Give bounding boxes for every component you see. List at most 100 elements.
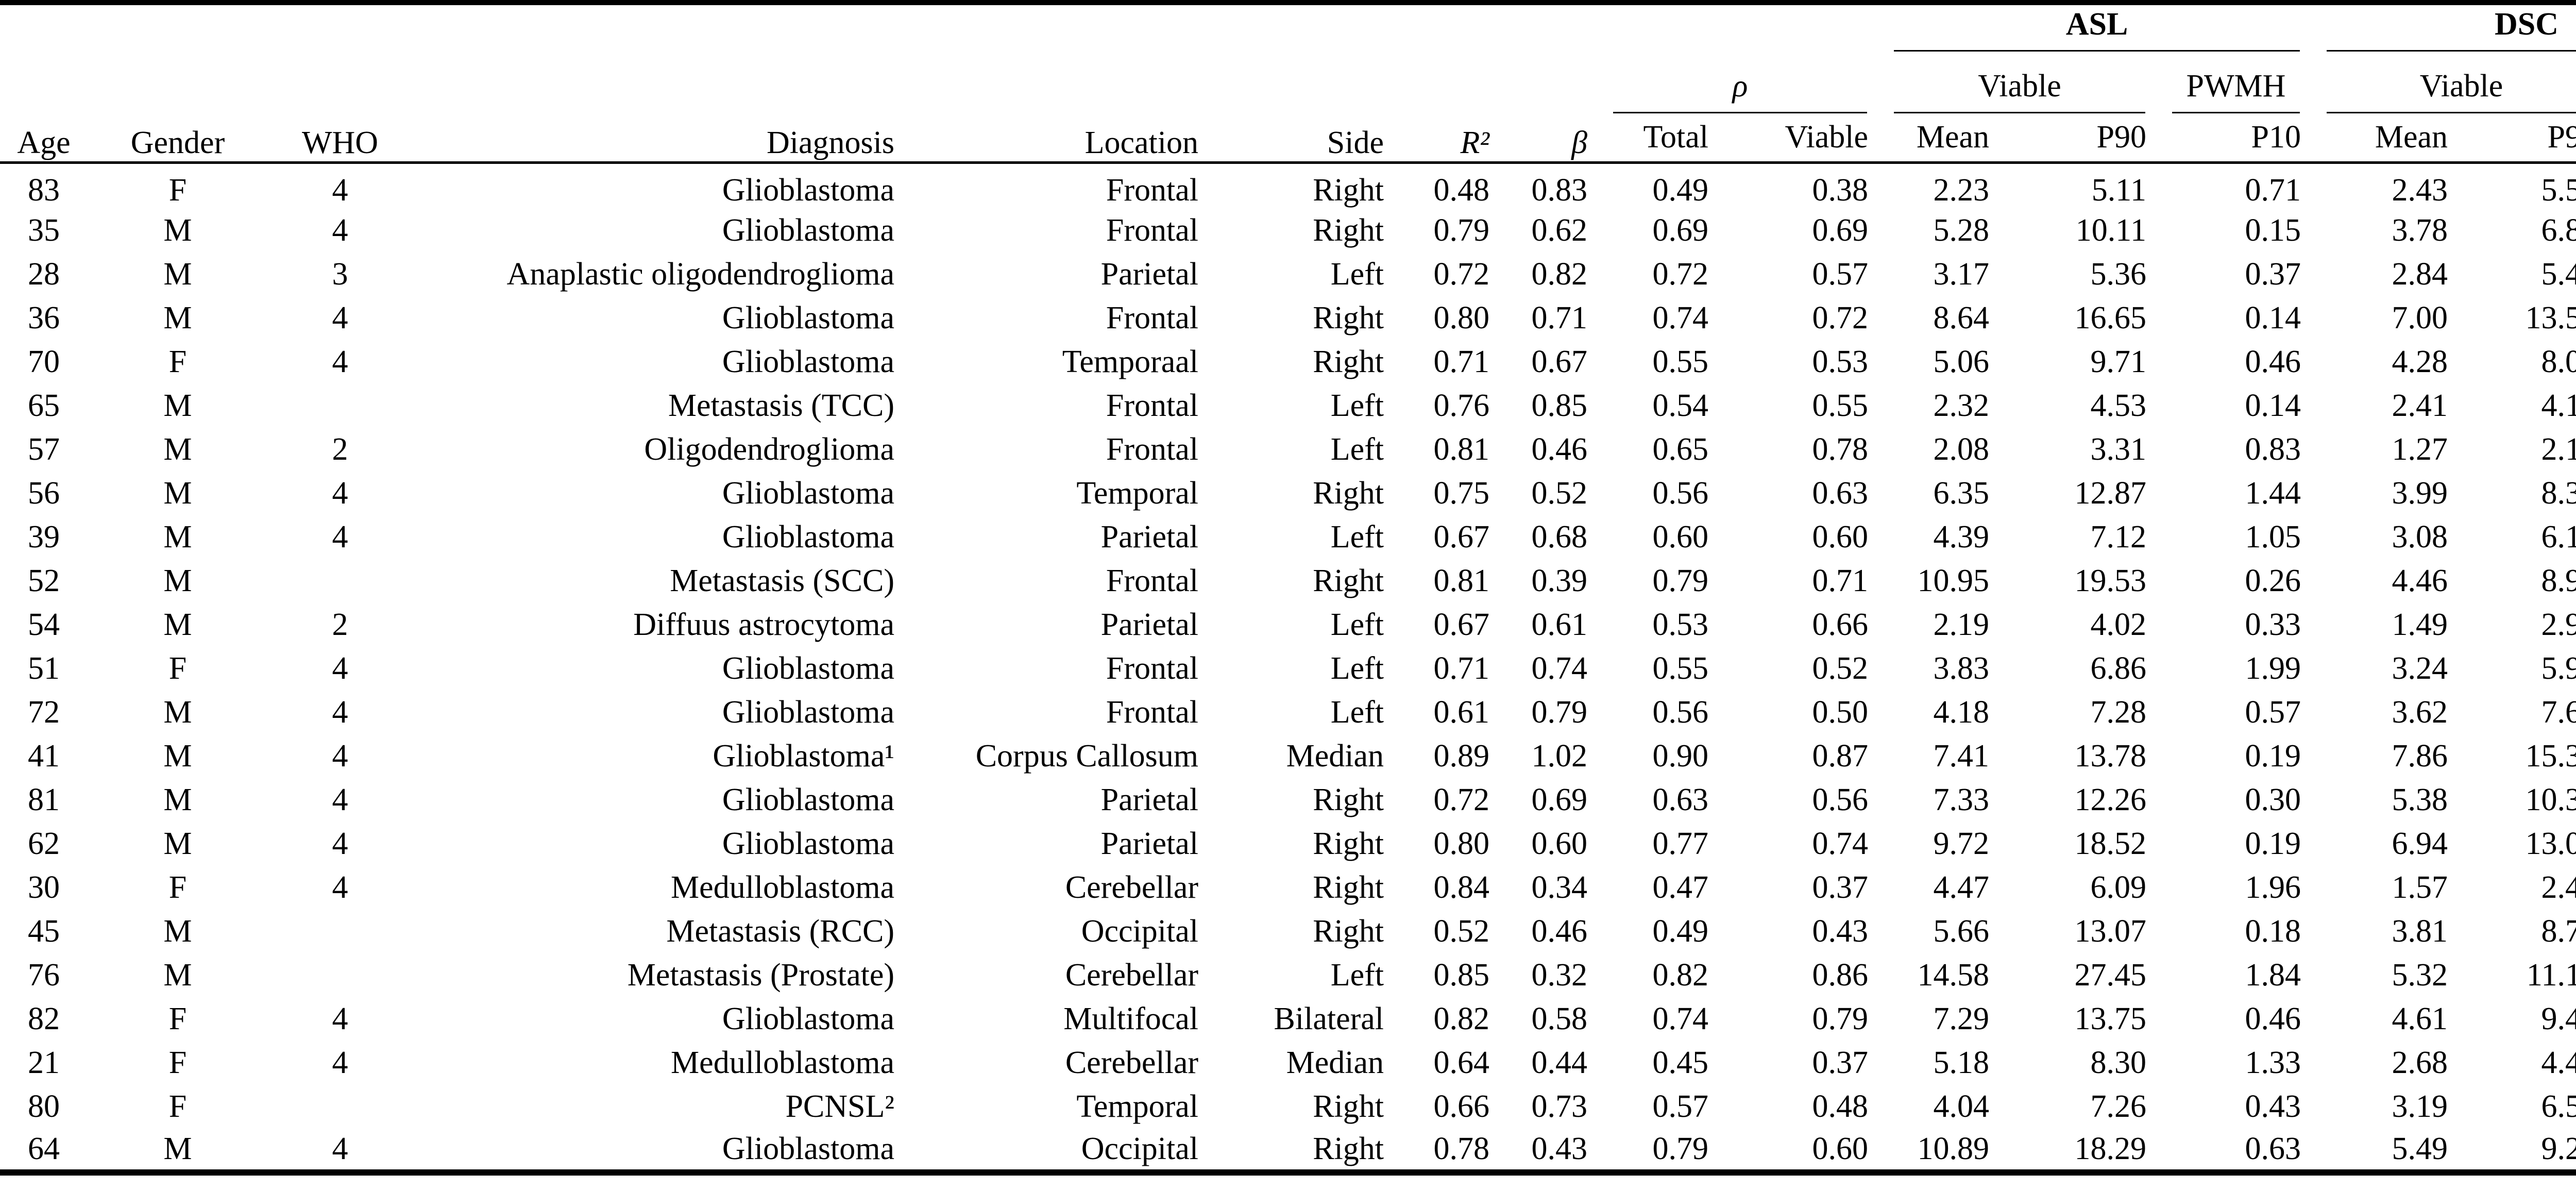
cell-diagnosis: Metastasis (SCC) [670,563,894,598]
cell-rho-viable: 0.56 [1812,782,1869,817]
cell-gender: F [168,1088,187,1124]
cell-age: 41 [28,738,60,774]
table-row: 41 M 4 Glioblastoma¹ Corpus Callosum Median 0.… [0,734,2576,778]
table-row: 56 M 4 Glioblastoma Temporal Right 0.75 0.52 0.5… [0,472,2576,515]
cell-side: Right [1313,300,1384,336]
cell-rho-total: 0.56 [1652,475,1709,511]
cell-gender: M [163,300,192,336]
cell-rho-total: 0.55 [1652,650,1709,686]
cell-side: Right [1313,1131,1384,1166]
cell-gender: M [163,388,192,423]
col-header-rho-viable: Viable [1721,113,1880,164]
cell-age: 65 [28,388,60,423]
cell-dsc-mean: 3.24 [2392,650,2448,686]
cell-asl-p10: 1.44 [2245,475,2301,511]
cell-who: 4 [332,782,348,817]
cell-dsc-mean: 2.43 [2392,172,2448,208]
cell-rho-total: 0.60 [1652,519,1709,555]
cell-asl-p10: 0.83 [2245,431,2301,467]
cell-location: Temporaal [1062,344,1198,379]
cell-side: Right [1313,869,1384,905]
table-row: 57 M 2 Oligodendroglioma Frontal Left 0.81 0.46… [0,428,2576,472]
cell-dsc-mean: 5.38 [2392,782,2448,817]
cell-beta: 0.83 [1531,172,1588,208]
cell-gender: F [168,1045,187,1080]
cell-r2: 0.61 [1433,694,1490,730]
cell-side: Left [1330,431,1384,467]
cell-dsc-p90: 6.14 [2541,519,2576,555]
cell-age: 51 [28,650,60,686]
cell-asl-mean: 2.23 [1933,172,1990,208]
cell-side: Right [1313,782,1384,817]
cell-diagnosis: Glioblastoma [722,826,894,861]
cell-age: 72 [28,694,60,730]
col-header-gender: Gender [88,52,268,164]
cell-rho-viable: 0.72 [1812,300,1869,336]
cell-rho-total: 0.55 [1652,344,1709,379]
cell-age: 64 [28,1131,60,1166]
cell-location: Parietal [1100,256,1198,292]
cell-location: Frontal [1106,563,1198,598]
cell-asl-mean: 5.28 [1933,212,1990,248]
cell-r2: 0.66 [1433,1088,1490,1124]
cell-side: Median [1286,1045,1384,1080]
cell-asl-mean: 3.83 [1933,650,1990,686]
cell-r2: 0.81 [1433,431,1490,467]
cell-age: 30 [28,869,60,905]
cell-asl-p10: 0.33 [2245,607,2301,642]
cell-side: Right [1313,212,1384,248]
table-row: 21 F 4 Medulloblastoma Cerebellar Median 0.64 0… [0,1041,2576,1085]
cell-who: 4 [332,1001,348,1036]
cell-rho-total: 0.69 [1652,212,1709,248]
cell-age: 35 [28,212,60,248]
dsc-group-cell: DSC [2313,3,2576,52]
col-header-who: WHO [268,52,412,164]
cell-beta: 0.46 [1531,913,1588,949]
cell-rho-total: 0.63 [1652,782,1709,817]
cell-asl-p10: 0.14 [2245,300,2301,336]
cell-location: Temporal [1076,475,1198,511]
cell-rho-viable: 0.57 [1812,256,1869,292]
table-row: 28 M 3 Anaplastic oligodendroglioma Parietal… [0,253,2576,296]
cell-who: 4 [332,650,348,686]
cell-side: Left [1330,650,1384,686]
cell-asl-p10: 1.33 [2245,1045,2301,1080]
cell-age: 80 [28,1088,60,1124]
cell-asl-mean: 14.58 [1917,957,1990,993]
col-header-location: Location [907,52,1211,164]
cell-rho-viable: 0.48 [1812,1088,1869,1124]
cell-who: 2 [332,431,348,467]
cell-rho-viable: 0.69 [1812,212,1869,248]
cell-r2: 0.78 [1433,1131,1490,1166]
asl-pwmh-group-cell: PWMH [2159,52,2313,113]
cell-r2: 0.79 [1433,212,1490,248]
cell-side: Right [1313,913,1384,949]
cell-asl-p10: 0.18 [2245,913,2301,949]
cell-asl-p90: 5.36 [2090,256,2147,292]
cell-dsc-mean: 3.19 [2392,1088,2448,1124]
col-header-asl-p90: P90 [2002,113,2159,164]
cell-age: 54 [28,607,60,642]
cell-asl-mean: 10.89 [1917,1131,1990,1166]
cell-location: Frontal [1106,431,1198,467]
cell-asl-p90: 6.86 [2090,650,2147,686]
table-row: 30 F 4 Medulloblastoma Cerebellar Right 0.84 0.… [0,866,2576,910]
cell-rho-viable: 0.52 [1812,650,1869,686]
cell-asl-p10: 0.26 [2245,563,2301,598]
cell-diagnosis: Diffuus astrocytoma [633,607,894,642]
cell-location: Frontal [1106,388,1198,423]
cell-who [268,1085,412,1129]
cell-dsc-p90: 9.22 [2541,1131,2576,1166]
cell-rho-viable: 0.60 [1812,519,1869,555]
col-header-age: Age [0,52,88,164]
dsc-viable-group-cell: Viable [2313,52,2576,113]
cell-beta: 0.69 [1531,782,1588,817]
cell-rho-viable: 0.53 [1812,344,1869,379]
cell-r2: 0.72 [1433,782,1490,817]
group-header-spacer [0,3,1880,52]
cell-asl-p10: 0.63 [2245,1131,2301,1166]
cell-side: Left [1330,519,1384,555]
cell-asl-p10: 0.30 [2245,782,2301,817]
table-row: 83 F 4 Glioblastoma Frontal Right 0.48 0.83 0.49… [0,162,2576,209]
cell-dsc-p90: 9.41 [2541,1001,2576,1036]
